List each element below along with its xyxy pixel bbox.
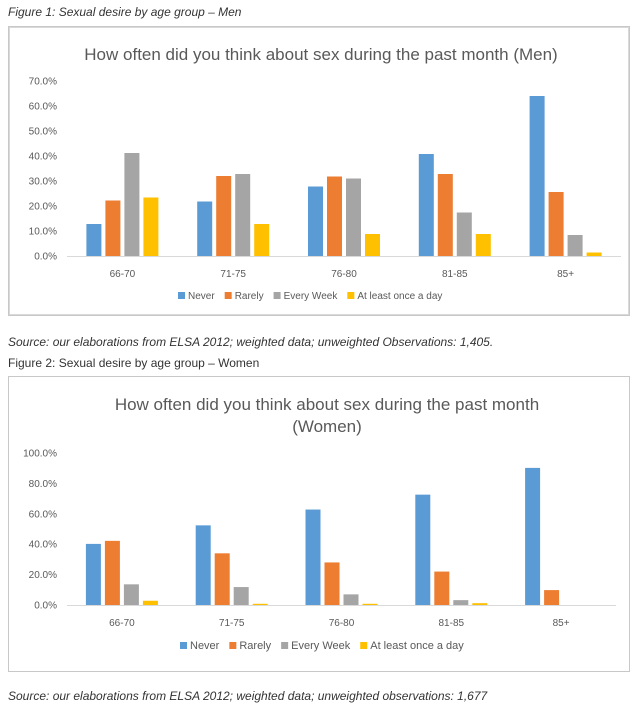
bar-rarely <box>434 571 450 605</box>
y-tick-label: 50.0% <box>29 127 57 138</box>
legend-label: Every Week <box>284 291 339 302</box>
y-tick-label: 60.0% <box>29 102 57 113</box>
bar-at-least-once-a-day <box>254 224 270 256</box>
chart-title-line: (Women) <box>292 417 362 436</box>
bar-never <box>197 201 213 256</box>
bar-rarely <box>216 176 232 256</box>
legend-label: At least once a day <box>357 291 442 302</box>
bar-never <box>305 509 321 605</box>
bar-rarely <box>104 540 120 605</box>
women-bar-chart: How often did you think about sex during… <box>23 395 616 652</box>
bar-rarely <box>548 192 564 256</box>
y-tick-label: 30.0% <box>29 177 57 188</box>
source-2-caption: Source: our elaborations from ELSA 2012;… <box>8 689 488 703</box>
y-tick-label: 80.0% <box>29 479 57 490</box>
y-tick-label: 20.0% <box>29 202 57 213</box>
bar-never <box>195 525 211 605</box>
bar-every-week <box>233 587 249 605</box>
legend-swatch <box>273 292 281 299</box>
bar-never <box>415 494 431 605</box>
legend-swatch <box>180 642 187 649</box>
bar-at-least-once-a-day <box>143 197 159 256</box>
x-tick-label: 85+ <box>553 618 570 629</box>
bar-rarely <box>544 590 560 605</box>
legend-label: Every Week <box>291 640 351 652</box>
bar-never <box>418 154 434 256</box>
y-tick-label: 70.0% <box>29 77 57 88</box>
bar-at-least-once-a-day <box>362 603 378 605</box>
bar-never <box>308 186 323 256</box>
bar-rarely <box>214 553 230 605</box>
y-tick-label: 10.0% <box>29 227 57 238</box>
bar-never <box>525 467 541 605</box>
bar-every-week <box>124 153 140 256</box>
bar-every-week <box>453 600 469 605</box>
y-tick-label: 40.0% <box>29 152 57 163</box>
bar-rarely <box>324 562 340 605</box>
legend-label: Rarely <box>239 640 271 652</box>
y-tick-label: 100.0% <box>23 449 57 460</box>
x-tick-label: 81-85 <box>442 269 468 280</box>
bar-at-least-once-a-day <box>142 600 158 605</box>
legend-label: Rarely <box>235 291 264 302</box>
bar-rarely <box>437 174 453 256</box>
bar-every-week <box>123 584 139 605</box>
figure-2-caption: Figure 2: Sexual desire by age group – W… <box>8 356 260 370</box>
legend-label: At least once a day <box>370 640 464 652</box>
legend-label: Never <box>190 640 220 652</box>
bar-never <box>86 224 102 256</box>
bar-at-least-once-a-day <box>475 234 491 256</box>
x-tick-label: 81-85 <box>439 618 465 629</box>
bar-every-week <box>346 178 361 256</box>
x-tick-label: 76-80 <box>331 269 357 280</box>
legend-swatch <box>224 292 232 299</box>
source-1-caption: Source: our elaborations from ELSA 2012;… <box>8 335 494 349</box>
y-tick-label: 0.0% <box>34 601 57 612</box>
legend-swatch <box>347 292 355 299</box>
legend-swatch <box>229 642 237 649</box>
bar-every-week <box>235 174 251 256</box>
bar-at-least-once-a-day <box>472 603 488 605</box>
legend-label: Never <box>188 291 215 302</box>
bar-every-week <box>567 235 583 256</box>
men-bar-chart: How often did you think about sex during… <box>29 45 621 302</box>
bar-at-least-once-a-day <box>586 252 602 256</box>
bar-at-least-once-a-day <box>252 603 268 605</box>
figure-1-caption: Figure 1: Sexual desire by age group – M… <box>8 5 242 19</box>
bar-rarely <box>327 176 342 256</box>
y-tick-label: 0.0% <box>34 252 57 263</box>
x-tick-label: 76-80 <box>329 618 355 629</box>
bar-never <box>85 543 101 605</box>
x-tick-label: 85+ <box>557 269 574 280</box>
men-chart-panel: How often did you think about sex during… <box>8 26 630 316</box>
y-tick-label: 60.0% <box>29 509 57 520</box>
chart-title: How often did you think about sex during… <box>84 45 557 64</box>
y-tick-label: 20.0% <box>29 570 57 581</box>
bar-at-least-once-a-day <box>365 234 380 256</box>
bar-every-week <box>343 594 359 605</box>
legend-swatch <box>178 292 185 299</box>
x-tick-label: 66-70 <box>109 618 135 629</box>
x-tick-label: 71-75 <box>219 618 245 629</box>
x-tick-label: 66-70 <box>110 269 136 280</box>
legend-swatch <box>360 642 368 649</box>
bar-never <box>529 96 545 256</box>
legend-swatch <box>281 642 289 649</box>
bar-every-week <box>456 212 472 256</box>
y-tick-label: 40.0% <box>29 540 57 551</box>
x-tick-label: 71-75 <box>220 269 246 280</box>
women-chart-panel: How often did you think about sex during… <box>8 376 630 672</box>
bar-rarely <box>105 200 121 256</box>
men-chart-frame <box>9 27 629 315</box>
chart-title-line: How often did you think about sex during… <box>115 395 539 414</box>
